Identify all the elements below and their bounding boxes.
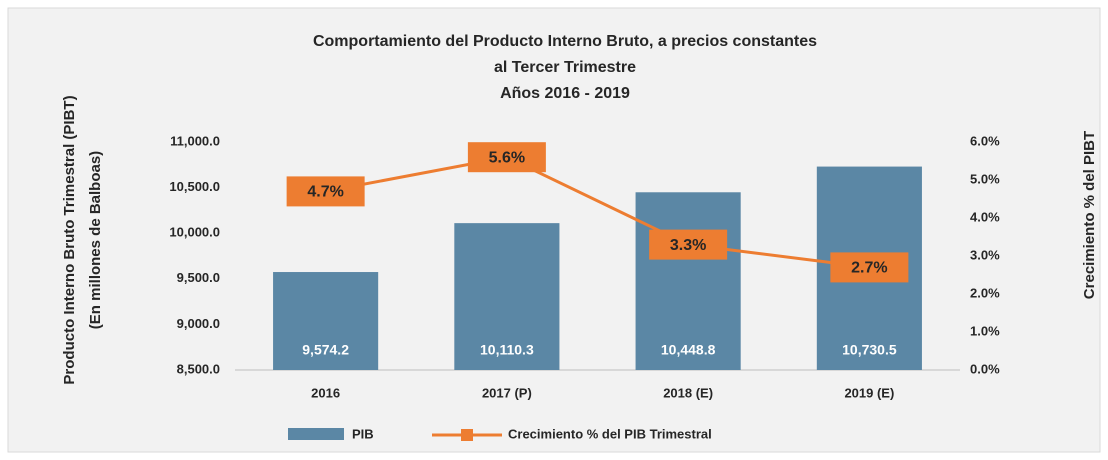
y-tick-label: 9,500.0 — [177, 270, 220, 285]
y2-axis-label: Crecimiento % del PIBT — [1081, 131, 1098, 299]
point-label-box — [467, 142, 546, 173]
bar-value-label: 10,448.8 — [661, 342, 716, 358]
legend-label: PIB — [352, 426, 374, 441]
point-value-label: 3.3% — [670, 237, 706, 254]
y2-tick-label: 4.0% — [970, 209, 1000, 224]
y2-tick-label: 0.0% — [970, 361, 1000, 376]
y-tick-label: 9,000.0 — [177, 316, 220, 331]
bar — [454, 223, 560, 370]
bar-value-label: 10,110.3 — [480, 342, 534, 358]
legend-swatch — [461, 429, 473, 441]
point-label-box — [286, 176, 365, 207]
y-tick-label: 8,500.0 — [177, 361, 220, 376]
point-label-box — [830, 252, 909, 283]
legend-label: Crecimiento % del PIB Trimestral — [508, 426, 712, 441]
y-tick-label: 10,000.0 — [169, 225, 220, 240]
chart-title: Años 2016 - 2019 — [500, 85, 630, 102]
point-value-label: 4.7% — [307, 184, 343, 201]
chart-title: al Tercer Trimestre — [494, 59, 636, 76]
y-axis-label: (En millones de Balboas) — [87, 151, 104, 329]
y-tick-label: 10,500.0 — [169, 179, 220, 194]
chart-title: Comportamiento del Producto Interno Brut… — [313, 33, 817, 50]
y-tick-label: 11,000.0 — [170, 133, 220, 148]
bar-value-label: 9,574.2 — [302, 342, 349, 358]
bar-value-label: 10,730.5 — [842, 342, 897, 358]
point-label-box — [649, 229, 728, 260]
point-value-label: 2.7% — [851, 260, 887, 277]
y-axis-label: Producto Interno Bruto Trimestral (PIBT) — [61, 95, 78, 384]
y2-tick-label: 1.0% — [970, 323, 1000, 338]
x-tick-label: 2017 (P) — [482, 385, 532, 400]
bar — [273, 272, 379, 370]
line — [325, 155, 870, 269]
y2-tick-label: 5.0% — [970, 171, 1000, 186]
y2-tick-label: 3.0% — [970, 247, 1000, 262]
bar — [635, 192, 741, 370]
x-tick-label: 2016 — [311, 385, 340, 400]
y2-tick-label: 6.0% — [970, 133, 1000, 148]
y2-tick-label: 2.0% — [970, 285, 1000, 300]
x-tick-label: 2019 (E) — [844, 385, 894, 400]
x-tick-label: 2018 (E) — [663, 385, 713, 400]
point-value-label: 5.6% — [489, 149, 525, 166]
legend-swatch — [288, 428, 344, 440]
